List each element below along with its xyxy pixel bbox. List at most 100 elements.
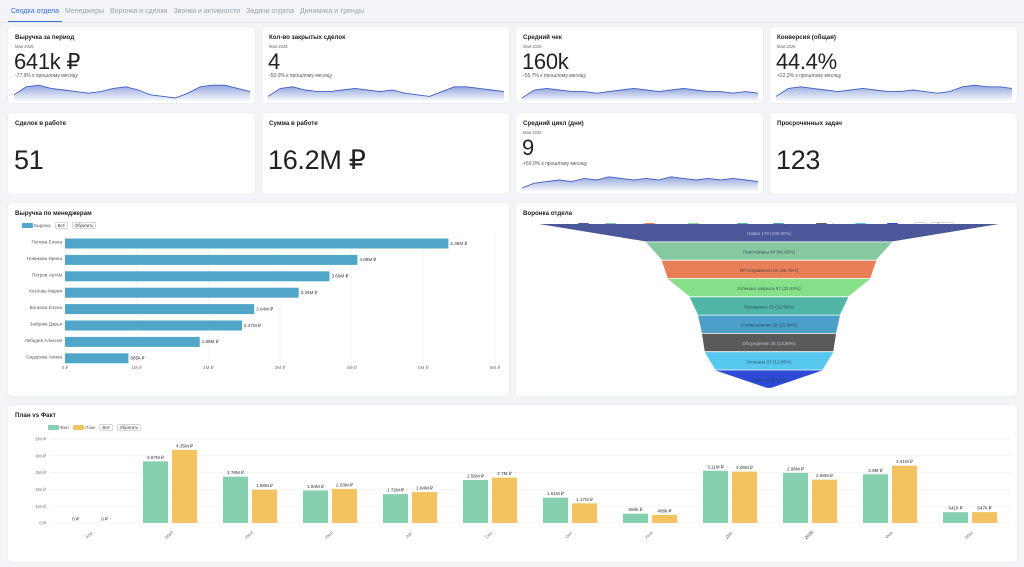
kpi-delta: -50.0% к прошлому месяцу: [269, 73, 333, 79]
y-category-label: Сидорова Алина: [26, 354, 62, 359]
chart-title: Выручка по менеджерам: [15, 210, 92, 217]
sparkline: [776, 84, 1012, 101]
legend-item-revenue[interactable]: Выручка: [22, 222, 51, 229]
revenue-bar: [65, 238, 449, 249]
tab-3[interactable]: Звонки и активности: [173, 8, 241, 15]
fact-bar: [383, 494, 408, 523]
bar-value-label: 2.98M ₽: [787, 466, 805, 471]
sparkline-line: [776, 84, 1012, 97]
x-category-label: Мар: [964, 530, 974, 540]
kpi-card-avg-cycle: Средний цикл (дни) Мая 2026 9 +50.0% к п…: [516, 113, 763, 194]
plan-bar: [652, 514, 677, 523]
plan-bar: [252, 489, 277, 523]
kpi-delta: +50.0% к прошлому месяцу: [523, 161, 588, 167]
funnel-stage-label: Новая 179 (100.00%): [747, 231, 792, 236]
sparkline: [522, 176, 758, 191]
bar-value-label: 0 ₽: [72, 517, 80, 522]
bar-value-label: 1.17M ₽: [576, 497, 594, 502]
kpi-title: Средний чек: [523, 34, 562, 41]
kpi-delta: +22.2% к прошлому месяцу: [777, 73, 842, 79]
y-category-label: Попова Елена: [31, 240, 62, 245]
legend-swatch: [48, 425, 59, 431]
legend-swatch: [73, 425, 85, 431]
fact-bar: [223, 476, 248, 523]
plan-bar: [892, 465, 917, 523]
revenue-bar: [65, 336, 200, 347]
sparkline: [14, 84, 250, 101]
sparkline-area: [522, 176, 758, 191]
y-tick-label: 0 ₽: [39, 521, 47, 526]
bar-value-label: 3.41M ₽: [896, 459, 914, 464]
funnel-stage-label: Успешно закрыта 57 (31.84%): [737, 286, 801, 291]
y-category-label: Новикова Ирина: [27, 256, 63, 261]
bar-value-label: 3.26M ₽: [301, 290, 319, 295]
sparkline-line: [268, 86, 504, 97]
fact-bar: [543, 497, 568, 523]
legend-label: Выручка: [34, 222, 51, 228]
x-category-label: Июн: [244, 530, 254, 540]
kpi-card-overdue-tasks: Просроченных задач 123: [770, 113, 1017, 194]
bar-value-label: 2.9M ₽: [868, 468, 883, 473]
bar-value-label: 1.98M ₽: [256, 483, 274, 488]
y-tick-label: 4M ₽: [35, 453, 47, 458]
y-tick-label: 5M ₽: [35, 437, 47, 442]
legend-all-button[interactable]: Всё: [99, 424, 113, 431]
kpi-title: Средний цикл (дни): [523, 120, 584, 127]
bar-value-label: 2.47M ₽: [244, 323, 262, 328]
x-category-label: Авг: [405, 530, 414, 539]
funnel-stage-label: Отказ 16 (8.94%): [751, 378, 788, 383]
legend-invert-button[interactable]: Обратить: [71, 222, 97, 229]
y-category-label: Волкова Елена: [30, 305, 63, 310]
kpi-period: Мая 2026: [523, 44, 542, 49]
kpi-period: Мая 2026: [269, 44, 288, 49]
kpi-value: 4: [268, 49, 280, 74]
x-category-label: Сен: [484, 530, 494, 540]
kpi-card-closed-deals: Кол-во закрытых сделок Мая 2026 4 -50.0%…: [262, 27, 509, 103]
tab-4[interactable]: Задачи отдела: [246, 8, 294, 15]
funnel-chart: Новая 179 (100.00%) Переговоры 84 (46.93%…: [539, 224, 999, 388]
bar-value-label: 3.69M ₽: [331, 274, 349, 279]
x-category-label: Апр: [84, 530, 94, 540]
bar-value-label: 647k ₽: [977, 506, 992, 511]
y-tick-label: 1M ₽: [35, 504, 47, 509]
legend-item-fact[interactable]: Факт: [48, 424, 70, 431]
kpi-card-sum-in-work: Сумма в работе 16.2M ₽: [262, 113, 509, 194]
bar-value-label: 0 ₽: [101, 517, 109, 522]
legend-item-plan[interactable]: План: [73, 425, 95, 431]
kpi-value: 44.4%: [776, 49, 837, 74]
y-tick-label: 2M ₽: [35, 487, 47, 492]
revenue-bar: [65, 254, 358, 265]
legend-label: Факт: [60, 424, 70, 430]
chart-legend: Выручка Всё Обратить: [22, 222, 97, 229]
kpi-title: Сделок в работе: [15, 120, 66, 127]
bar-value-label: 4.35M ₽: [176, 443, 194, 448]
legend-invert-button[interactable]: Обратить: [116, 424, 142, 431]
bar-value-label: 885k ₽: [130, 356, 145, 361]
kpi-period: Мая 2026: [523, 130, 542, 135]
bar-value-label: 3.06M ₽: [736, 465, 754, 470]
tab-2[interactable]: Воронка и сделки: [110, 8, 168, 15]
x-tick-label: 2M ₽: [203, 365, 215, 370]
tab-5[interactable]: Динамика и тренды: [300, 8, 365, 15]
legend-all-button[interactable]: Всё: [54, 222, 68, 229]
bar-value-label: 1.51M ₽: [547, 491, 565, 496]
kpi-period: Мая 2026: [15, 44, 34, 49]
funnel-stage: [539, 224, 999, 242]
x-tick-label: 5M ₽: [418, 365, 430, 370]
kpi-card-deals-in-work: Сделок в работе 51: [8, 113, 255, 194]
plan-bar: [172, 449, 197, 523]
bar-value-label: 1.84M ₽: [416, 486, 434, 491]
x-category-label: Фев: [884, 530, 894, 540]
bar-value-label: 1.88M ₽: [202, 339, 220, 344]
tab-0[interactable]: Сводка отдела: [8, 4, 63, 22]
x-category-label: Июл: [324, 530, 334, 540]
kpi-delta: -55.7% к прошлому месяцу: [523, 73, 587, 79]
y-category-label: Козлова Мария: [29, 289, 62, 294]
legend-swatch: [22, 223, 33, 229]
kpi-title: Конверсия (общая): [777, 34, 836, 41]
kpi-value: 160k: [522, 49, 569, 74]
funnel-stage: [646, 242, 892, 260]
tab-1[interactable]: Менеджеры: [65, 8, 105, 15]
revenue-bar: [65, 304, 255, 315]
bar-value-label: 641k ₽: [948, 506, 963, 511]
